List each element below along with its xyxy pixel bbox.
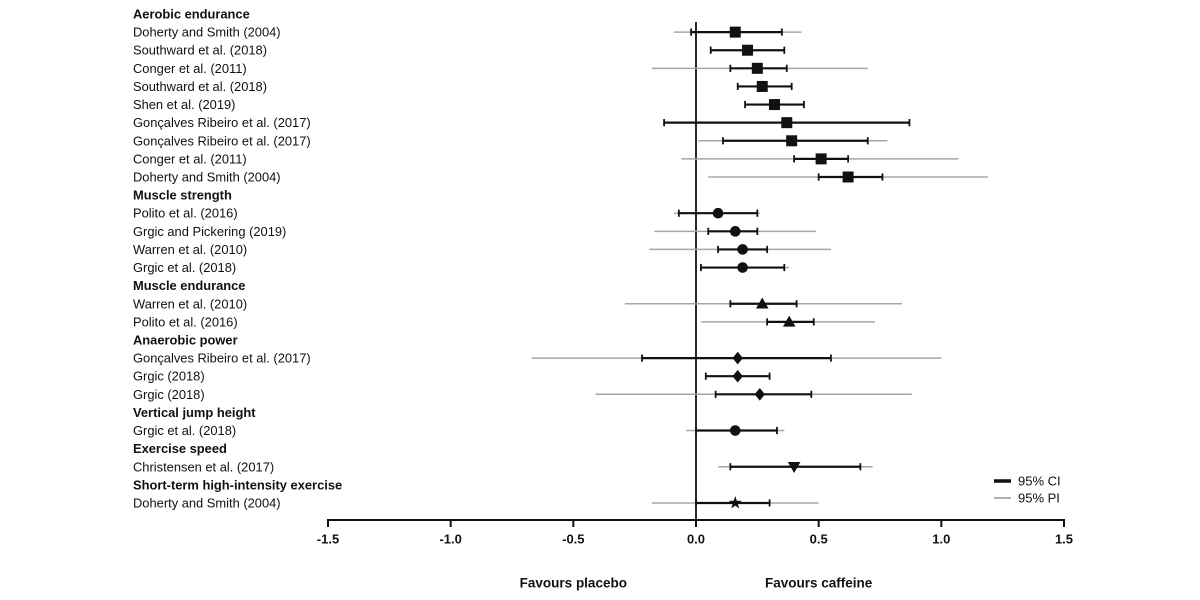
group-header: Vertical jump height: [133, 405, 256, 420]
square-marker: [842, 171, 854, 183]
study-label: Conger et al. (2011): [133, 151, 247, 166]
axis-tick-label: -1.5: [317, 532, 339, 547]
triangle-up-marker: [755, 297, 769, 309]
study-label: Doherty and Smith (2004): [133, 169, 281, 184]
study-label: Doherty and Smith (2004): [133, 25, 281, 40]
group-header: Muscle strength: [133, 188, 232, 203]
group-header: Aerobic endurance: [133, 7, 250, 22]
study-label: Grgic (2018): [133, 387, 205, 402]
study-label: Gonçalves Ribeiro et al. (2017): [133, 133, 311, 148]
favours-caffeine-label: Favours caffeine: [765, 576, 873, 591]
square-marker: [756, 80, 768, 92]
diamond-marker: [732, 369, 743, 383]
square-marker: [751, 62, 763, 74]
axis-tick-label: 0.5: [810, 532, 828, 547]
diamond-marker: [754, 388, 765, 401]
square-marker: [815, 153, 827, 165]
study-label: Polito et al. (2016): [133, 314, 238, 329]
square-marker: [781, 117, 793, 129]
group-header: Short-term high-intensity exercise: [133, 477, 342, 492]
triangle-down-marker: [787, 461, 801, 473]
square-marker: [742, 44, 754, 56]
group-header: Muscle endurance: [133, 278, 245, 293]
star-marker: [728, 496, 742, 509]
circle-marker: [729, 226, 741, 237]
study-label: Grgic et al. (2018): [133, 423, 236, 438]
study-label: Gonçalves Ribeiro et al. (2017): [133, 115, 311, 130]
axis-tick-label: 1.0: [932, 532, 950, 547]
study-label: Gonçalves Ribeiro et al. (2017): [133, 351, 311, 366]
axis-tick-label: -0.5: [562, 532, 584, 547]
study-label: Conger et al. (2011): [133, 61, 247, 76]
study-label: Polito et al. (2016): [133, 206, 238, 221]
legend-label-ci: 95% CI: [1018, 474, 1061, 489]
circle-marker: [712, 207, 724, 219]
axis-tick-label: 1.5: [1055, 532, 1073, 547]
circle-marker: [737, 262, 748, 273]
study-label: Southward et al. (2018): [133, 43, 267, 58]
square-marker: [769, 99, 781, 111]
axis-tick-label: 0.0: [687, 532, 705, 547]
study-label: Warren et al. (2010): [133, 296, 247, 311]
triangle-up-marker: [782, 315, 796, 327]
study-label: Shen et al. (2019): [133, 97, 235, 112]
study-label: Doherty and Smith (2004): [133, 495, 281, 510]
study-label: Warren et al. (2010): [133, 242, 247, 257]
favours-placebo-label: Favours placebo: [520, 576, 627, 591]
legend-label-pi: 95% PI: [1018, 491, 1060, 506]
group-header: Exercise speed: [133, 441, 227, 456]
circle-marker: [737, 244, 748, 255]
group-header: Anaerobic power: [133, 332, 238, 347]
square-marker: [729, 26, 741, 38]
square-marker: [786, 135, 798, 147]
diamond-marker: [732, 351, 743, 365]
circle-marker: [729, 425, 741, 436]
study-label: Christensen et al. (2017): [133, 459, 274, 474]
study-label: Grgic and Pickering (2019): [133, 224, 286, 239]
study-label: Southward et al. (2018): [133, 79, 267, 94]
study-label: Grgic (2018): [133, 369, 205, 384]
axis-tick-label: -1.0: [439, 532, 461, 547]
study-label: Grgic et al. (2018): [133, 260, 236, 275]
